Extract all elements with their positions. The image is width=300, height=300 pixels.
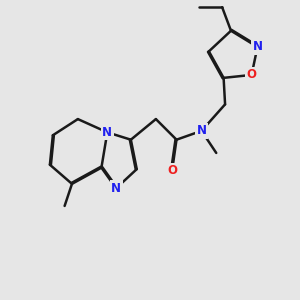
Text: N: N <box>111 182 121 195</box>
Text: N: N <box>196 124 206 137</box>
Text: N: N <box>253 40 262 53</box>
Text: N: N <box>102 126 112 139</box>
Text: O: O <box>167 164 177 177</box>
Text: O: O <box>247 68 256 81</box>
